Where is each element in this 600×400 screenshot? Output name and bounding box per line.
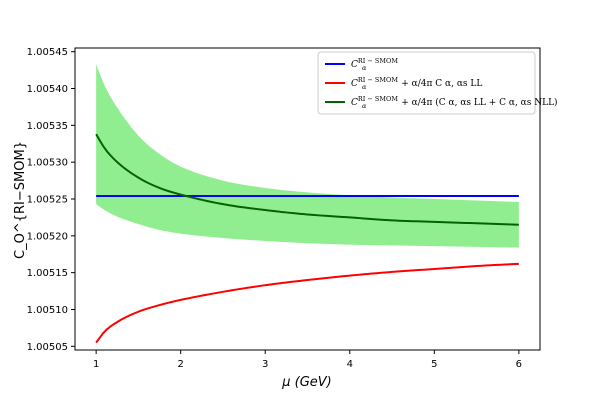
series-line-2 bbox=[95, 262, 519, 344]
x-axis-label: μ (GeV) bbox=[281, 375, 332, 390]
legend: CRI − SMOM α CRI − SMOM α + α/4π C α, αs LL… bbox=[317, 51, 558, 115]
y-tick-label: 1.00520 bbox=[27, 231, 68, 242]
y-axis-label-group: C_O^{RI−SMOM} bbox=[13, 141, 28, 259]
x-tick-label: 6 bbox=[516, 359, 522, 370]
y-tick-label: 1.00515 bbox=[27, 268, 68, 279]
legend-entry: CRI − SMOM α + α/4π (C α, αs LL + C α, αs… bbox=[351, 95, 558, 110]
x-tick-label: 5 bbox=[431, 359, 437, 370]
series-line-3 bbox=[95, 133, 519, 226]
y-tick-label: 1.00530 bbox=[27, 158, 68, 169]
x-tick-label: 1 bbox=[93, 359, 99, 370]
y-tick-label: 1.00505 bbox=[27, 342, 68, 353]
legend-entry: CRI − SMOM α bbox=[351, 57, 398, 72]
plot-area bbox=[95, 64, 519, 344]
x-axis: 1 2 3 4 5 6 bbox=[93, 350, 522, 370]
x-tick-label: 3 bbox=[262, 359, 268, 370]
y-tick-label: 1.00535 bbox=[27, 121, 68, 132]
legend-box bbox=[317, 51, 536, 115]
y-tick-label: 1.00525 bbox=[27, 195, 68, 206]
y-tick-label: 1.00540 bbox=[27, 84, 68, 95]
x-tick-label: 2 bbox=[177, 359, 183, 370]
y-tick-label: 1.00545 bbox=[27, 47, 68, 58]
y-tick-label: 1.00510 bbox=[27, 305, 68, 316]
x-tick-label: 4 bbox=[347, 359, 353, 370]
legend-entry: CRI − SMOM α + α/4π C α, αs LL bbox=[351, 76, 482, 91]
y-axis-label: C_O^{RI−SMOM} bbox=[13, 141, 28, 259]
uncertainty-band bbox=[96, 64, 519, 248]
y-axis: 1.00505 1.00510 1.00515 1.00520 1.00525 1.005… bbox=[27, 47, 75, 353]
